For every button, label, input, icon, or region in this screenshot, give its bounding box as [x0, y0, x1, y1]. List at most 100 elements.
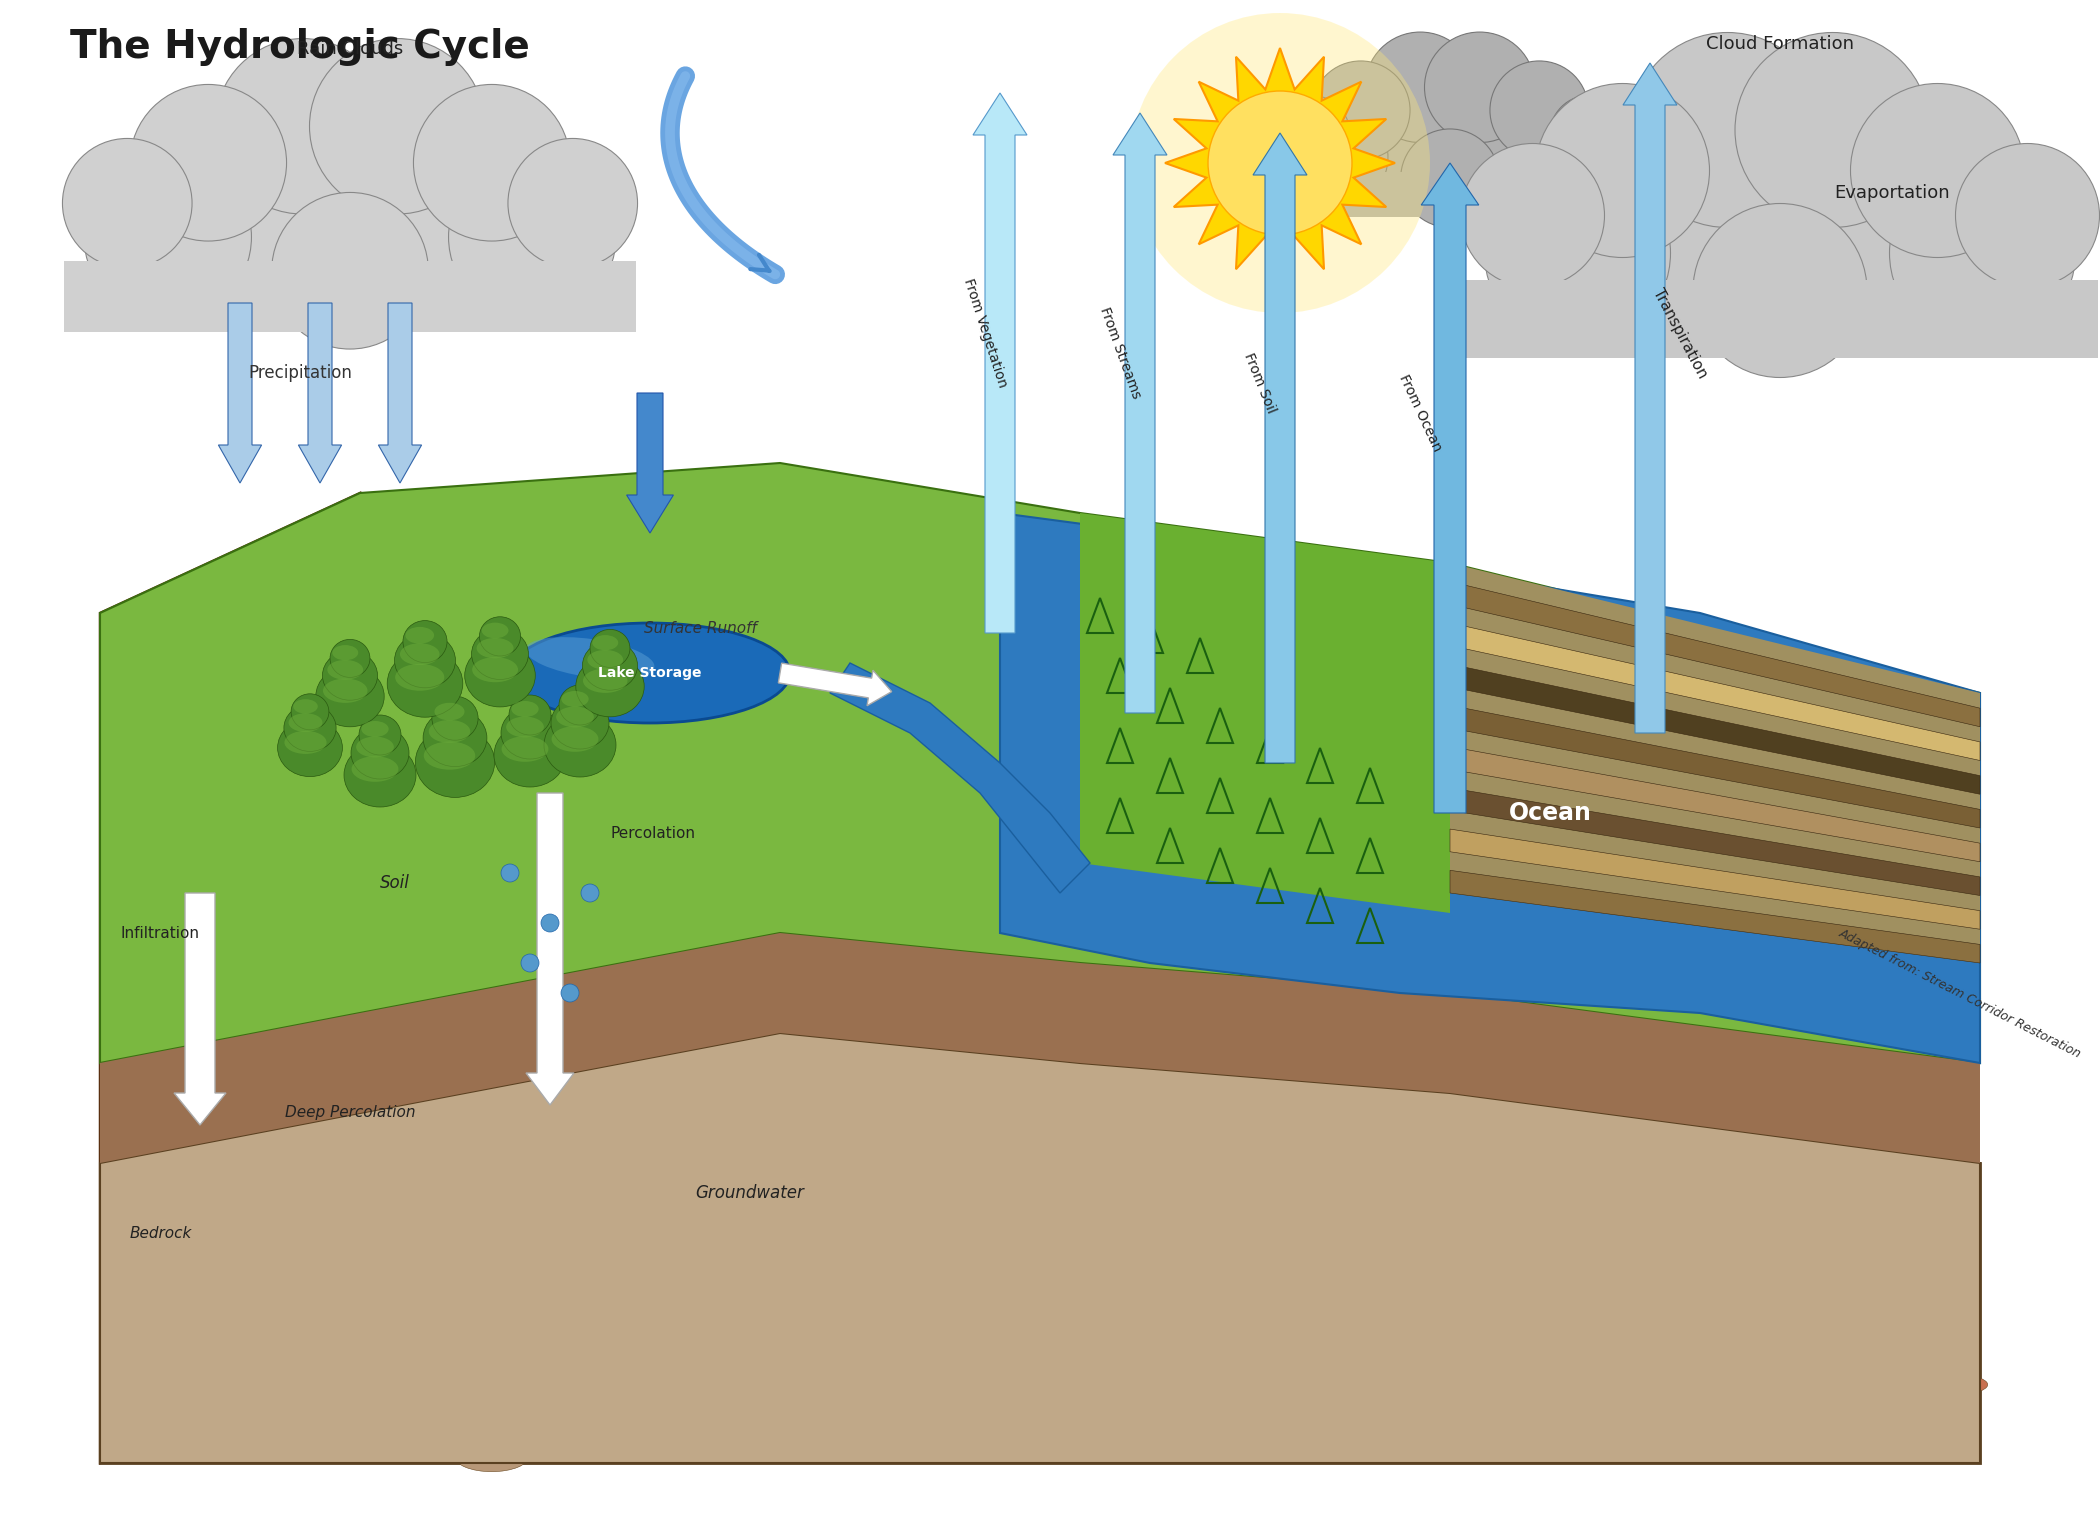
Circle shape [542, 914, 559, 932]
Ellipse shape [361, 722, 388, 737]
Circle shape [1208, 91, 1352, 235]
Ellipse shape [359, 716, 401, 755]
Ellipse shape [1854, 1378, 1909, 1398]
Text: Soil: Soil [380, 875, 410, 893]
Polygon shape [1449, 563, 1980, 962]
Ellipse shape [590, 629, 630, 667]
Ellipse shape [130, 1183, 206, 1200]
Ellipse shape [420, 1179, 477, 1197]
Polygon shape [830, 663, 1090, 893]
Circle shape [1268, 95, 1350, 177]
Ellipse shape [1678, 1280, 1724, 1294]
Circle shape [84, 153, 252, 321]
Ellipse shape [481, 623, 508, 638]
Ellipse shape [506, 717, 544, 737]
Ellipse shape [512, 701, 538, 717]
Text: From Ocean: From Ocean [1396, 372, 1445, 454]
Text: Lake Storage: Lake Storage [598, 666, 701, 679]
Bar [605, 682, 617, 713]
Ellipse shape [1031, 1387, 1094, 1404]
Ellipse shape [288, 713, 323, 732]
Circle shape [1130, 14, 1430, 313]
Ellipse shape [1810, 1194, 1871, 1230]
Ellipse shape [502, 737, 548, 763]
Ellipse shape [357, 737, 395, 758]
Ellipse shape [351, 728, 410, 779]
Ellipse shape [472, 628, 529, 679]
Ellipse shape [1892, 1375, 1957, 1407]
Ellipse shape [689, 1416, 729, 1439]
Circle shape [1550, 95, 1632, 177]
Polygon shape [1449, 581, 1980, 726]
Ellipse shape [1373, 1213, 1420, 1230]
Ellipse shape [552, 726, 598, 752]
Circle shape [214, 38, 391, 213]
Text: Precipitation: Precipitation [248, 365, 353, 381]
FancyArrow shape [525, 793, 573, 1104]
Ellipse shape [395, 634, 456, 688]
Polygon shape [1623, 64, 1678, 732]
Polygon shape [101, 493, 359, 763]
Ellipse shape [376, 1428, 452, 1456]
Polygon shape [1449, 788, 1980, 896]
Polygon shape [1449, 664, 1980, 794]
Circle shape [521, 955, 540, 971]
Text: Evaportation: Evaportation [1835, 185, 1951, 203]
Circle shape [449, 153, 615, 321]
Polygon shape [972, 92, 1027, 632]
Ellipse shape [1004, 1307, 1054, 1321]
Text: Bedrock: Bedrock [130, 1226, 193, 1241]
Polygon shape [626, 393, 674, 533]
Polygon shape [1449, 705, 1980, 828]
Ellipse shape [1067, 1424, 1142, 1443]
Ellipse shape [865, 1207, 909, 1223]
Ellipse shape [323, 678, 367, 704]
Circle shape [1850, 83, 2024, 257]
Ellipse shape [424, 741, 475, 770]
Ellipse shape [422, 710, 487, 767]
Circle shape [346, 106, 542, 301]
Polygon shape [1449, 870, 1980, 962]
Polygon shape [1166, 48, 1394, 278]
Polygon shape [101, 1033, 1980, 1463]
Ellipse shape [584, 669, 628, 693]
Ellipse shape [544, 713, 615, 778]
Circle shape [502, 864, 519, 882]
Ellipse shape [456, 1442, 529, 1472]
FancyBboxPatch shape [63, 262, 636, 331]
Ellipse shape [298, 1194, 376, 1213]
Ellipse shape [550, 697, 609, 749]
Ellipse shape [592, 635, 617, 651]
Circle shape [1512, 104, 1617, 210]
Ellipse shape [435, 704, 464, 720]
Circle shape [1735, 32, 1930, 227]
Circle shape [508, 139, 638, 268]
Ellipse shape [477, 638, 514, 658]
Circle shape [1890, 160, 2075, 346]
Circle shape [309, 38, 485, 213]
Circle shape [582, 884, 598, 902]
Text: Ocean: Ocean [1508, 800, 1592, 825]
Circle shape [1329, 74, 1451, 197]
Ellipse shape [817, 1301, 890, 1330]
Ellipse shape [544, 1218, 596, 1256]
Ellipse shape [588, 651, 624, 670]
Circle shape [1535, 83, 1709, 257]
Polygon shape [1449, 746, 1980, 862]
Ellipse shape [1359, 1324, 1392, 1350]
Ellipse shape [403, 620, 447, 663]
Text: Groundwater: Groundwater [695, 1185, 804, 1201]
Circle shape [1489, 61, 1588, 159]
Circle shape [1955, 144, 2100, 287]
Circle shape [130, 85, 286, 241]
Ellipse shape [1071, 1330, 1098, 1366]
Circle shape [1567, 107, 1783, 324]
Circle shape [63, 139, 191, 268]
Circle shape [1485, 160, 1670, 346]
Text: Cloud Formation: Cloud Formation [1705, 35, 1854, 53]
Polygon shape [218, 303, 262, 483]
Text: Rain Clouds: Rain Clouds [296, 39, 403, 57]
Ellipse shape [502, 707, 559, 760]
Ellipse shape [1071, 1283, 1153, 1310]
Polygon shape [101, 934, 1980, 1163]
